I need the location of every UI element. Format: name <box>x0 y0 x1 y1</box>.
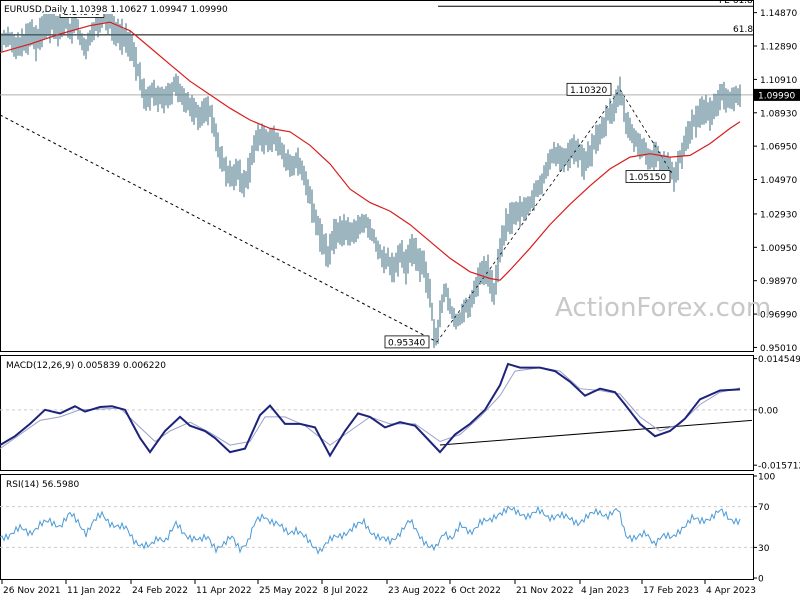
price-tick-label: 0.96990 <box>760 311 797 321</box>
label-1-05150-text: 1.05150 <box>629 173 666 183</box>
macd-support-line <box>439 419 753 446</box>
date-tick-label: 11 Jan 2022 <box>67 586 121 596</box>
fib-61-8-label: 61.8 <box>733 25 753 35</box>
price-tick-label: 1.06950 <box>760 143 797 153</box>
rsi-line <box>0 505 741 555</box>
rsi-tick-label: 0 <box>758 575 764 585</box>
label-0-95340-text: 0.95340 <box>388 338 425 348</box>
macd-tick-label: 0.014549 <box>758 355 800 365</box>
trendline-dashed <box>0 114 438 343</box>
label-1-10320: 1.10320 <box>566 82 612 96</box>
macd-panel-frame <box>0 355 754 471</box>
rsi-panel-frame <box>0 474 754 580</box>
label-1-10320-box <box>566 82 612 96</box>
label-1-10320-text: 1.10320 <box>570 86 607 96</box>
price-tick-label: 1.14870 <box>760 9 797 19</box>
projection-leg-1 <box>436 89 621 343</box>
price-panel-frame <box>0 0 754 352</box>
date-tick-label: 23 Aug 2022 <box>388 586 446 596</box>
price-tick-label: 1.00950 <box>760 244 797 254</box>
main-title: EURUSD,Daily 1.10398 1.10627 1.09947 1.0… <box>4 5 228 15</box>
date-tick-label: 6 Oct 2022 <box>451 586 501 596</box>
rsi-tick-label: 30 <box>758 544 770 554</box>
price-tick-label: 1.02930 <box>760 210 797 220</box>
date-tick-label: 25 May 2022 <box>259 586 318 596</box>
macd-layer <box>0 362 753 458</box>
price-tick-label: 1.08930 <box>760 109 797 119</box>
date-tick-label: 26 Nov 2021 <box>3 586 61 596</box>
macd-tick-label: -0.015712 <box>758 462 800 472</box>
date-tick-label: 4 Jan 2023 <box>581 586 629 596</box>
date-tick-label: 4 Apr 2023 <box>706 586 756 596</box>
watermark: ActionForex.com <box>555 293 771 323</box>
label-0-95340-box <box>384 335 430 349</box>
price-tick-label: 1.12890 <box>760 43 797 53</box>
date-tick-label: 24 Feb 2022 <box>132 586 188 596</box>
current-price-value: 1.09990 <box>758 91 795 101</box>
moving-average-line <box>0 21 741 281</box>
macd-main-line <box>0 362 741 458</box>
label-0-95340: 0.95340 <box>384 335 430 349</box>
macd-tick-label: 0.00 <box>758 406 778 416</box>
fe-61-8-label: FE 61.8 <box>719 0 753 6</box>
rsi-tick-label: 100 <box>758 473 775 483</box>
label-1-05150-box <box>625 170 671 183</box>
axis-layer: 1.14870 1.12890 1.10910 1.09990 1.08930 1.069… <box>1 9 800 596</box>
label-1-05150: 1.05150 <box>625 170 671 183</box>
rsi-tick-label: 70 <box>758 503 770 513</box>
price-tick-label: 0.98970 <box>760 277 797 287</box>
price-tick-label: 1.04970 <box>760 176 797 186</box>
price-tick-label: 1.10910 <box>760 76 797 86</box>
projection-leg-2 <box>619 89 675 177</box>
price-tick-label: 0.95010 <box>760 344 797 354</box>
date-tick-label: 21 Nov 2022 <box>516 586 574 596</box>
date-tick-label: 8 Jul 2022 <box>323 586 368 596</box>
rsi-title: RSI(14) 56.5980 <box>6 480 79 490</box>
date-tick-label: 17 Feb 2023 <box>643 586 699 596</box>
date-tick-label: 11 Apr 2022 <box>196 586 252 596</box>
rsi-layer <box>0 505 753 555</box>
title-bg <box>2 2 224 14</box>
current-price-tag <box>754 88 800 101</box>
macd-title: MACD(12,26,9) 0.005839 0.006220 <box>6 361 166 371</box>
